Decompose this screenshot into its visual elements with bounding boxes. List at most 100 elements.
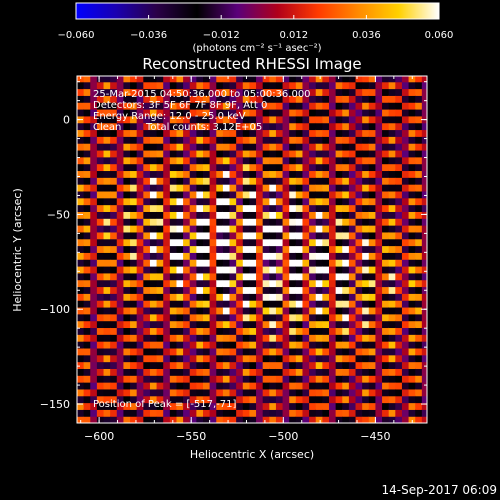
heatmap-cell: [90, 245, 98, 253]
heatmap-cell: [415, 320, 423, 329]
heatmap-cell: [322, 95, 330, 103]
heatmap-cell: [362, 190, 370, 199]
heatmap-cell: [415, 184, 423, 192]
heatmap-cell: [302, 306, 310, 315]
heatmap-cell: [421, 409, 427, 417]
heatmap-cell: [302, 334, 310, 342]
heatmap-cell: [309, 231, 317, 240]
heatmap-cell: [388, 245, 396, 253]
heatmap-cell: [408, 163, 416, 172]
heatmap-cell: [156, 395, 164, 404]
heatmap-cell: [123, 81, 131, 90]
heatmap-cell: [348, 341, 357, 349]
heatmap-cell: [355, 245, 363, 253]
heatmap-cell: [348, 313, 357, 322]
heatmap-cell: [149, 190, 158, 199]
heatmap-cell: [96, 129, 105, 137]
heatmap-cell: [368, 347, 377, 356]
heatmap-cell: [242, 313, 251, 322]
heatmap-cell: [236, 382, 244, 390]
heatmap-cell: [395, 225, 403, 233]
heatmap-cell: [395, 156, 403, 165]
heatmap-cell: [96, 190, 105, 199]
heatmap-cell: [302, 245, 310, 253]
heatmap-cell: [209, 190, 217, 199]
heatmap-cell: [368, 88, 377, 96]
heatmap-cell: [156, 170, 164, 178]
heatmap-cell: [362, 177, 370, 185]
heatmap-cell: [275, 409, 284, 417]
heatmap-cell: [176, 409, 184, 417]
heatmap-cell: [163, 313, 171, 322]
heatmap-cell: [163, 177, 171, 185]
heatmap-cell: [229, 129, 237, 137]
heatmap-cell: [169, 306, 178, 315]
heatmap-cell: [222, 382, 231, 390]
heatmap-cell: [401, 197, 410, 206]
heatmap-cell: [269, 416, 277, 423]
heatmap-cell: [295, 170, 304, 178]
heatmap-cell: [83, 102, 91, 110]
heatmap-cell: [196, 177, 204, 185]
heatmap-cell: [149, 88, 158, 96]
heatmap-cell: [368, 95, 377, 103]
heatmap-cell: [209, 354, 217, 363]
heatmap-cell: [282, 252, 290, 260]
heatmap-cell: [421, 156, 427, 165]
heatmap-cell: [375, 156, 383, 165]
heatmap-cell: [335, 341, 343, 349]
heatmap-cell: [169, 388, 178, 397]
heatmap-cell: [222, 122, 231, 131]
heatmap-cell: [169, 361, 178, 369]
heatmap-cell: [242, 368, 251, 376]
heatmap-cell: [275, 416, 284, 423]
heatmap-cell: [216, 88, 224, 96]
heatmap-cell: [189, 375, 197, 383]
heatmap-cell: [335, 170, 343, 178]
heatmap-cell: [322, 143, 330, 151]
heatmap-cell: [395, 306, 403, 315]
heatmap-cell: [209, 129, 217, 137]
heatmap-cell: [415, 306, 423, 315]
heatmap-cell: [408, 231, 416, 240]
heatmap-cell: [77, 300, 85, 308]
heatmap-cell: [163, 272, 171, 281]
heatmap-cell: [123, 88, 131, 96]
heatmap-cell: [123, 354, 131, 363]
heatmap-cell: [149, 293, 158, 301]
heatmap-cell: [388, 347, 396, 356]
heatmap-cell: [149, 245, 158, 253]
heatmap-cell: [123, 361, 131, 369]
heatmap-cell: [309, 197, 317, 206]
heatmap-cell: [322, 252, 330, 260]
heatmap-cell: [249, 238, 257, 247]
heatmap-cell: [408, 102, 416, 110]
heatmap-cell: [295, 211, 304, 219]
heatmap-cell: [236, 149, 244, 158]
heatmap-cell: [329, 163, 337, 172]
heatmap-cell: [415, 190, 423, 199]
heatmap-cell: [216, 416, 224, 423]
heatmap-cell: [236, 76, 244, 83]
heatmap-cell: [375, 177, 383, 185]
heatmap-cell: [103, 327, 111, 335]
heatmap-cell: [269, 115, 277, 124]
heatmap-cell: [362, 95, 370, 103]
heatmap-cell: [335, 300, 343, 308]
heatmap-cell: [368, 204, 377, 212]
heatmap-cell: [123, 136, 131, 144]
heatmap-cell: [163, 81, 171, 90]
heatmap-cell: [96, 184, 105, 192]
heatmap-cell: [83, 409, 91, 417]
heatmap-cell: [395, 102, 403, 110]
heatmap-cell: [222, 272, 231, 281]
heatmap-cell: [209, 245, 217, 253]
heatmap-cell: [388, 354, 396, 363]
heatmap-cell: [143, 409, 151, 417]
heatmap-cell: [77, 231, 85, 240]
heatmap-cell: [382, 279, 390, 288]
heatmap-cell: [315, 361, 323, 369]
heatmap-cell: [209, 259, 217, 267]
heatmap-cell: [355, 259, 363, 267]
